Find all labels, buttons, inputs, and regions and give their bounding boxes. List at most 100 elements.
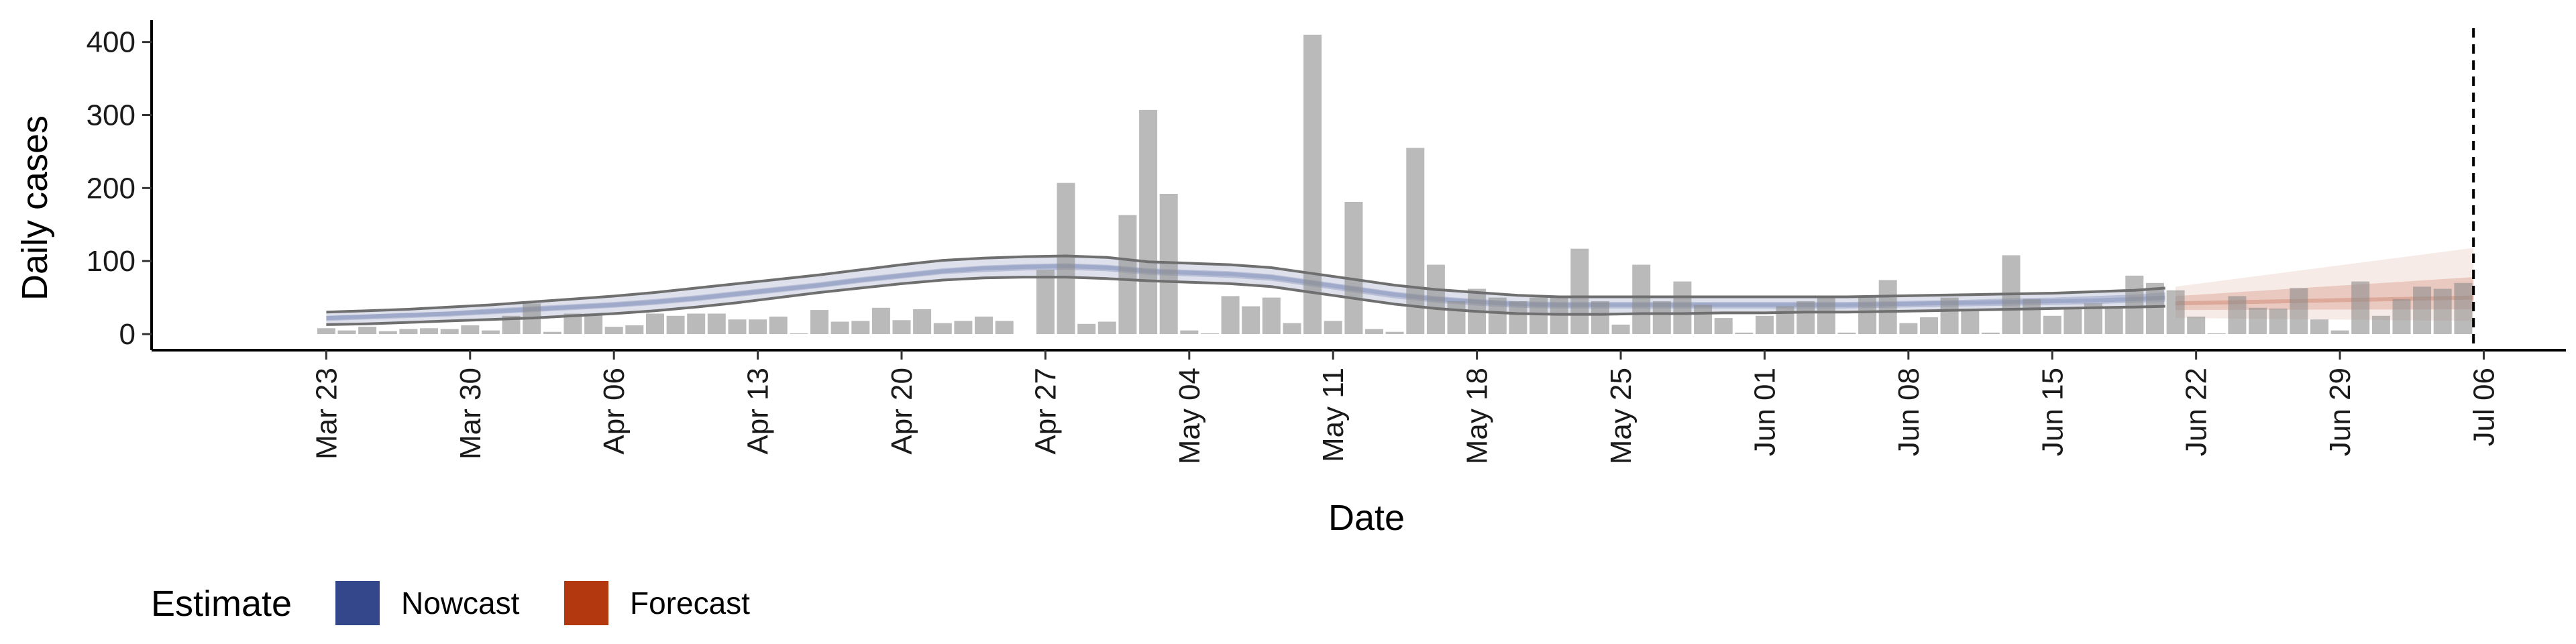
y-axis-title: Daily cases	[15, 115, 55, 301]
case-bar	[749, 319, 767, 334]
case-bar	[1118, 215, 1137, 334]
case-bar	[2351, 281, 2370, 334]
case-bar	[1570, 248, 1589, 334]
nowcast-lower-line	[326, 276, 2165, 326]
case-bar	[851, 321, 870, 334]
case-bar	[1899, 323, 1918, 334]
case-bar	[1385, 331, 1404, 334]
case-bar	[810, 310, 828, 334]
case-bar	[1221, 296, 1240, 334]
case-bar	[995, 321, 1014, 334]
reported-case-bars	[317, 34, 2473, 335]
case-bar	[769, 316, 788, 334]
legend: Estimate Nowcast Forecast	[151, 581, 750, 625]
case-bar	[2269, 308, 2288, 334]
case-bar	[1365, 329, 1383, 334]
case-bar	[1981, 332, 2000, 334]
y-tick-label: 400	[87, 26, 136, 59]
case-bar	[1920, 317, 1938, 334]
case-bar	[954, 321, 973, 334]
axes: 0 100 200 300 400 Mar 23 Mar 30 Apr 06 Apr 13 Apr…	[87, 20, 2566, 464]
case-bar	[1509, 301, 1527, 334]
case-bar	[871, 307, 890, 334]
nowcast-upper-line	[326, 254, 2165, 314]
case-bar	[2207, 333, 2226, 334]
x-tick-label: May 11	[1317, 368, 1350, 462]
case-bar	[913, 309, 932, 334]
case-bar	[2433, 288, 2452, 334]
case-bar	[1303, 34, 1322, 335]
case-bar	[1529, 297, 1548, 334]
case-bar	[1201, 333, 1219, 334]
y-tick-label: 200	[87, 172, 136, 205]
case-bar	[481, 330, 500, 334]
case-bar	[790, 333, 808, 334]
case-bar	[2063, 308, 2082, 334]
case-bar	[378, 331, 397, 334]
case-bar	[2104, 306, 2123, 334]
case-bar	[1632, 264, 1651, 334]
case-bar	[728, 319, 747, 334]
case-bar	[358, 327, 377, 334]
case-bar	[1878, 280, 1897, 334]
case-bar	[892, 320, 911, 334]
case-bar	[1550, 297, 1568, 334]
case-bar	[1694, 305, 1713, 334]
case-bar	[2145, 282, 2164, 334]
case-bar	[1447, 301, 1466, 334]
case-bar	[933, 323, 952, 334]
case-bar	[1940, 297, 1959, 334]
case-bar	[1796, 301, 1815, 334]
y-tick-label: 300	[87, 99, 136, 131]
case-bar	[707, 313, 726, 334]
case-bar	[646, 313, 664, 334]
case-bar	[1036, 270, 1055, 334]
x-tick-label: Mar 30	[454, 368, 487, 460]
x-tick-label: Jun 08	[1892, 368, 1925, 456]
case-bar	[2371, 315, 2390, 334]
case-bar	[1776, 306, 1794, 334]
case-bar	[1488, 297, 1507, 334]
case-bar	[317, 328, 335, 334]
y-tick-label: 100	[87, 245, 136, 278]
x-tick-label: Apr 13	[742, 368, 775, 455]
case-bar	[1961, 311, 1980, 334]
case-bar	[1673, 281, 1692, 334]
x-axis-title: Date	[1328, 498, 1405, 538]
legend-label: Forecast	[630, 586, 750, 621]
x-tick-label: May 25	[1605, 368, 1638, 464]
legend-title: Estimate	[151, 584, 292, 624]
case-bar	[2310, 319, 2328, 334]
case-bar	[1837, 332, 1856, 334]
case-bar	[666, 315, 685, 334]
case-bar	[1426, 264, 1445, 334]
x-tick-label: Jun 22	[2180, 368, 2213, 456]
case-bar	[1057, 182, 1075, 334]
x-tick-label: Jul 06	[2467, 368, 2500, 446]
case-bar	[1242, 306, 1260, 334]
case-bar	[1180, 330, 1199, 334]
case-bar	[1714, 318, 1733, 334]
legend-swatch	[564, 581, 608, 625]
case-bar	[2330, 330, 2349, 334]
case-bar	[1735, 332, 1754, 334]
x-tick-label: May 04	[1173, 368, 1206, 464]
case-bar	[584, 313, 603, 334]
case-bar	[2454, 282, 2473, 334]
case-bar	[2413, 286, 2432, 334]
case-bar	[420, 328, 438, 334]
case-bar	[1262, 297, 1281, 334]
case-bar	[830, 321, 849, 334]
case-bar	[604, 327, 623, 334]
case-bar	[440, 329, 459, 334]
case-bar	[1652, 301, 1671, 334]
case-bar	[2043, 315, 2061, 334]
case-bar	[1139, 109, 1158, 334]
case-bar	[1611, 324, 1630, 334]
x-tick-label: Apr 06	[598, 368, 631, 455]
case-bar	[2023, 299, 2041, 334]
case-bar	[2166, 290, 2185, 334]
nowcast-outline-lines	[326, 254, 2165, 326]
case-bar	[2125, 275, 2144, 334]
case-bar	[1858, 297, 1877, 334]
